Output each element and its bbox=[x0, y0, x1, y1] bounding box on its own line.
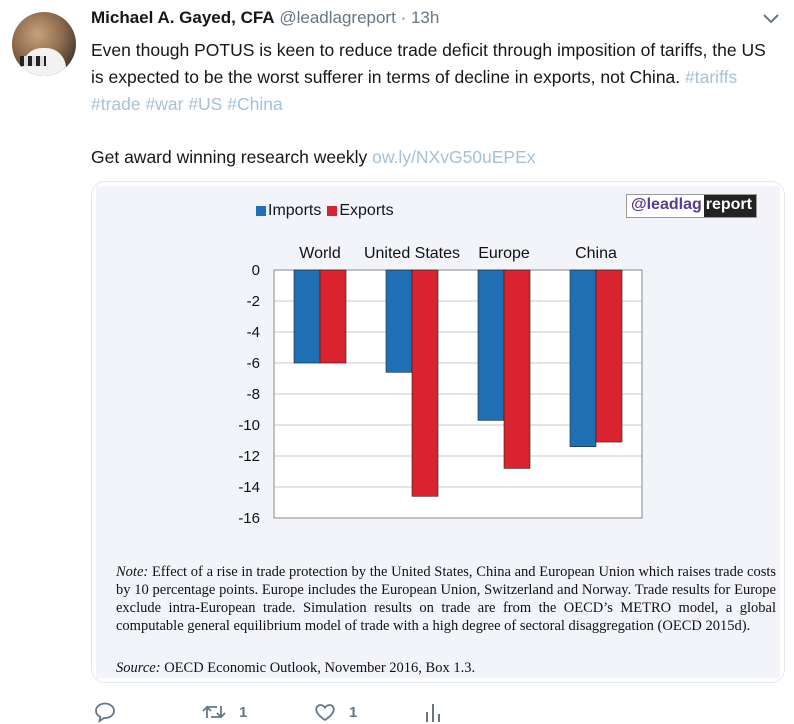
category-label: Europe bbox=[478, 245, 530, 262]
source-label: Source: bbox=[116, 660, 161, 676]
y-tick-label: -10 bbox=[238, 417, 260, 434]
source-text: OECD Economic Outlook, November 2016, Bo… bbox=[164, 660, 476, 676]
chart-source: Source: OECD Economic Outlook, November … bbox=[116, 659, 475, 677]
avatar-chessboard bbox=[20, 56, 46, 66]
legend-label-imports: Imports bbox=[268, 202, 322, 219]
y-tick-label: -14 bbox=[238, 479, 260, 496]
legend-swatch-imports bbox=[256, 206, 266, 216]
author-handle[interactable]: @leadlagreport bbox=[279, 8, 396, 27]
y-tick-label: -6 bbox=[247, 355, 260, 372]
brand-part2: report bbox=[703, 195, 756, 217]
caret-down-icon[interactable] bbox=[762, 12, 780, 26]
retweet-icon bbox=[202, 705, 226, 719]
chart-figure: Imports Exports @leadlag report 0 -2 -4 -6 -… bbox=[96, 186, 780, 678]
hashtag-link[interactable]: #trade bbox=[91, 94, 141, 114]
bar-chart: 0 -2 -4 -6 -8 -10 -12 -14 -16 World United States E… bbox=[238, 245, 643, 527]
like-icon bbox=[315, 704, 335, 722]
like-count: 1 bbox=[349, 703, 358, 721]
y-tick-label: -12 bbox=[238, 448, 260, 465]
hashtag-link[interactable]: #China bbox=[227, 94, 283, 114]
y-tick-label: 0 bbox=[252, 262, 260, 279]
hashtag-link[interactable]: #tariffs bbox=[685, 67, 738, 87]
tweet-body: Even though POTUS is keen to reduce trad… bbox=[91, 40, 766, 87]
tweet-timestamp[interactable]: 13h bbox=[410, 8, 440, 27]
media-card[interactable]: Imports Exports @leadlag report 0 -2 -4 -6 -… bbox=[91, 181, 785, 683]
reply-button[interactable] bbox=[93, 700, 129, 724]
author-avatar[interactable] bbox=[12, 12, 76, 76]
retweet-count: 1 bbox=[239, 703, 248, 721]
promo-link[interactable]: ow.ly/NXvG50uEPEx bbox=[372, 147, 536, 167]
promo-text: Get award winning research weekly bbox=[91, 147, 368, 167]
chart-legend: Imports Exports bbox=[256, 202, 400, 220]
reply-icon bbox=[95, 702, 115, 723]
retweet-button[interactable]: 1 bbox=[201, 700, 247, 724]
note-label: Note: bbox=[116, 564, 149, 580]
bar-exports bbox=[319, 269, 347, 364]
hashtag-link[interactable]: #US bbox=[188, 94, 223, 114]
bar-imports bbox=[385, 269, 413, 373]
category-label: United States bbox=[364, 245, 460, 262]
like-button[interactable]: 1 bbox=[313, 700, 357, 724]
tweet-text: Even though POTUS is keen to reduce trad… bbox=[91, 37, 771, 118]
bar-exports bbox=[411, 269, 439, 497]
tweet-header: Michael A. Gayed, CFA @leadlagreport · 1… bbox=[91, 8, 439, 28]
chart-note: Note: Effect of a rise in trade protecti… bbox=[116, 563, 776, 635]
note-text: Effect of a rise in trade protection by … bbox=[116, 564, 777, 634]
bar-imports bbox=[477, 269, 505, 421]
bar-exports bbox=[503, 269, 531, 469]
analytics-icon bbox=[426, 704, 440, 722]
tweet-promo-line: Get award winning research weekly ow.ly/… bbox=[91, 144, 536, 171]
bar-exports bbox=[595, 269, 623, 443]
bar-imports bbox=[569, 269, 597, 447]
plot-frame bbox=[273, 269, 643, 519]
legend-label-exports: Exports bbox=[339, 202, 394, 219]
header-separator: · bbox=[400, 8, 407, 27]
analytics-button[interactable] bbox=[423, 700, 443, 724]
y-tick-label: -16 bbox=[238, 510, 260, 527]
author-name[interactable]: Michael A. Gayed, CFA bbox=[91, 8, 275, 27]
brand-watermark: @leadlag report bbox=[626, 194, 757, 218]
category-label: World bbox=[299, 245, 341, 262]
category-label: China bbox=[575, 245, 617, 262]
bar-imports bbox=[293, 269, 321, 364]
hashtag-link[interactable]: #war bbox=[145, 94, 184, 114]
y-tick-label: -4 bbox=[247, 324, 260, 341]
y-tick-label: -2 bbox=[247, 293, 260, 310]
legend-swatch-exports bbox=[327, 206, 338, 216]
tweet-actions: 1 1 bbox=[91, 700, 511, 724]
brand-part1: @leadlag bbox=[631, 196, 702, 213]
y-tick-label: -8 bbox=[247, 386, 260, 403]
